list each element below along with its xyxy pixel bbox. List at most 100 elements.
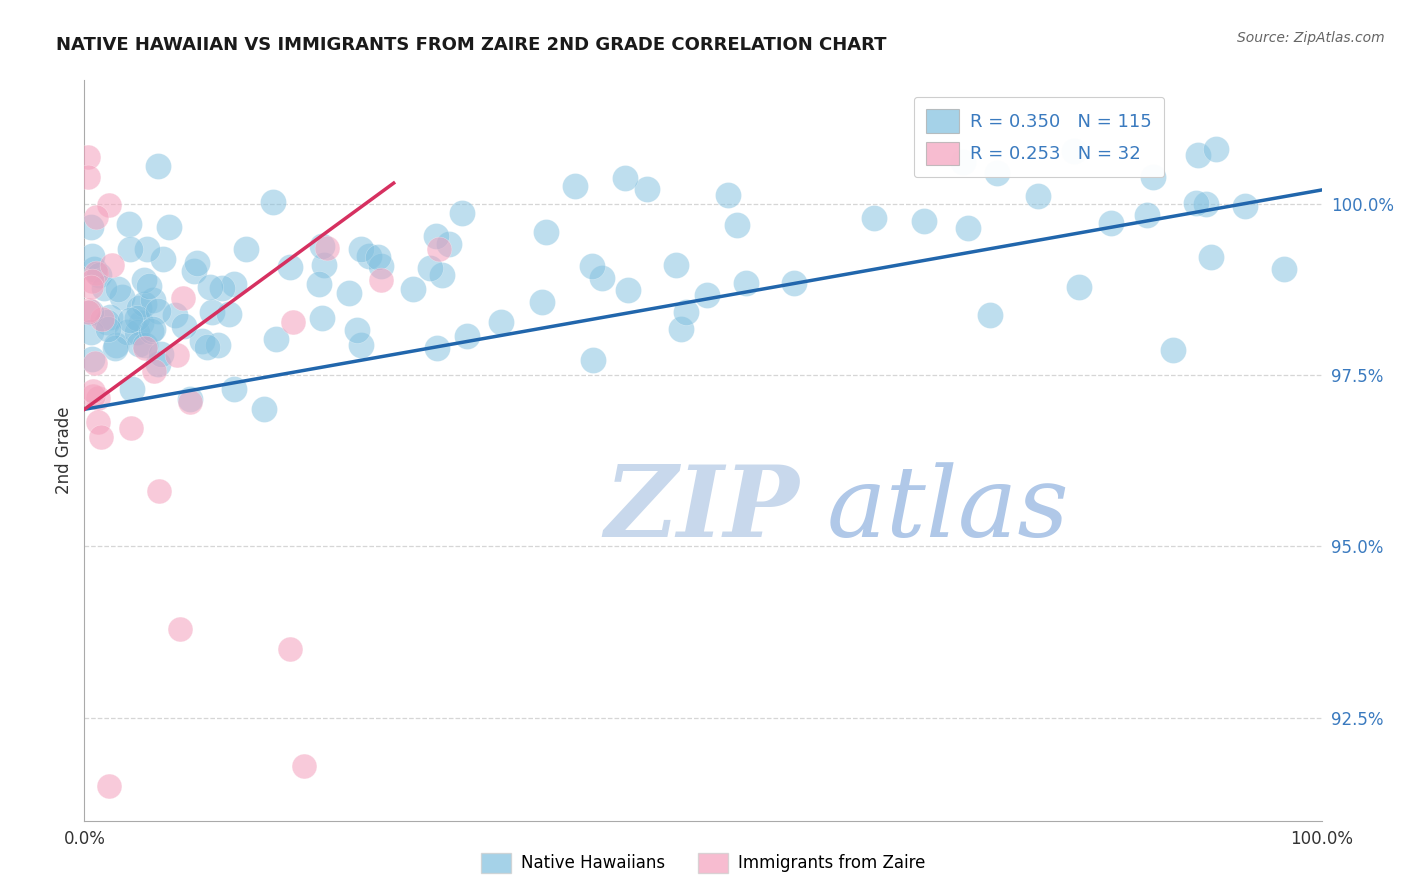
Point bbox=[1063, 145, 1085, 159]
Point bbox=[218, 307, 240, 321]
Point bbox=[665, 258, 688, 272]
Point bbox=[1199, 250, 1222, 264]
Point bbox=[734, 276, 756, 290]
Point bbox=[90, 430, 112, 444]
Point bbox=[613, 170, 636, 185]
Point bbox=[224, 277, 246, 291]
Point bbox=[128, 301, 150, 316]
Point bbox=[346, 323, 368, 337]
Point bbox=[77, 303, 100, 318]
Point bbox=[315, 241, 337, 255]
Point bbox=[82, 384, 104, 398]
Point bbox=[132, 272, 155, 286]
Point bbox=[98, 198, 121, 212]
Point bbox=[534, 225, 557, 239]
Point bbox=[281, 315, 304, 329]
Point bbox=[120, 312, 142, 326]
Point bbox=[98, 780, 121, 794]
Point bbox=[311, 239, 333, 253]
Point bbox=[986, 166, 1008, 180]
Legend: Native Hawaiians, Immigrants from Zaire: Native Hawaiians, Immigrants from Zaire bbox=[474, 847, 932, 880]
Point bbox=[131, 316, 153, 330]
Point bbox=[456, 328, 478, 343]
Point bbox=[582, 352, 605, 367]
Point bbox=[86, 210, 108, 224]
Point bbox=[311, 311, 333, 326]
Point bbox=[717, 187, 740, 202]
Point bbox=[402, 282, 425, 296]
Point bbox=[77, 170, 100, 185]
Point bbox=[84, 356, 107, 370]
Point bbox=[1099, 217, 1122, 231]
Point bbox=[120, 421, 142, 435]
Point bbox=[87, 392, 110, 406]
Point bbox=[636, 181, 658, 195]
Point bbox=[87, 415, 110, 429]
Point bbox=[79, 325, 101, 339]
Point bbox=[531, 295, 554, 310]
Point bbox=[200, 304, 222, 318]
Point bbox=[1142, 169, 1164, 184]
Point bbox=[1136, 207, 1159, 221]
Point bbox=[165, 308, 187, 322]
Point bbox=[1205, 142, 1227, 156]
Point bbox=[1187, 148, 1209, 162]
Point bbox=[350, 242, 373, 256]
Point bbox=[591, 270, 613, 285]
Point bbox=[370, 273, 392, 287]
Point bbox=[173, 318, 195, 333]
Point bbox=[617, 283, 640, 297]
Text: ZIP: ZIP bbox=[605, 461, 799, 558]
Point bbox=[1185, 195, 1208, 210]
Point bbox=[134, 337, 156, 351]
Point bbox=[952, 154, 974, 169]
Point bbox=[179, 395, 201, 409]
Point bbox=[195, 340, 218, 354]
Point bbox=[79, 220, 101, 235]
Point bbox=[675, 305, 697, 319]
Point bbox=[863, 211, 886, 226]
Point bbox=[179, 392, 201, 406]
Point bbox=[426, 341, 449, 355]
Point bbox=[211, 281, 233, 295]
Point bbox=[1272, 262, 1295, 277]
Point bbox=[235, 242, 257, 256]
Point bbox=[120, 242, 142, 256]
Point bbox=[98, 310, 121, 325]
Point bbox=[146, 159, 169, 173]
Point bbox=[127, 311, 149, 326]
Point bbox=[82, 389, 104, 403]
Point bbox=[337, 286, 360, 301]
Point bbox=[207, 338, 229, 352]
Point bbox=[314, 258, 336, 272]
Point bbox=[169, 622, 191, 636]
Point bbox=[141, 324, 163, 338]
Point bbox=[224, 382, 246, 396]
Point bbox=[696, 288, 718, 302]
Point bbox=[117, 325, 139, 339]
Legend: R = 0.350   N = 115, R = 0.253   N = 32: R = 0.350 N = 115, R = 0.253 N = 32 bbox=[914, 96, 1164, 178]
Point bbox=[142, 293, 165, 307]
Point bbox=[166, 348, 188, 362]
Point bbox=[111, 290, 134, 304]
Point bbox=[419, 260, 441, 275]
Point bbox=[82, 352, 104, 367]
Point bbox=[783, 276, 806, 290]
Point bbox=[367, 250, 389, 264]
Point bbox=[87, 268, 110, 282]
Point bbox=[157, 220, 180, 235]
Point bbox=[127, 325, 149, 339]
Point bbox=[956, 221, 979, 235]
Point bbox=[135, 242, 157, 256]
Point bbox=[105, 338, 128, 352]
Point bbox=[97, 322, 120, 336]
Point bbox=[128, 337, 150, 351]
Point bbox=[143, 364, 166, 378]
Point bbox=[134, 341, 156, 355]
Point bbox=[451, 206, 474, 220]
Point bbox=[198, 280, 221, 294]
Point bbox=[437, 237, 460, 252]
Point bbox=[308, 277, 330, 291]
Point bbox=[83, 261, 105, 276]
Point bbox=[148, 483, 170, 498]
